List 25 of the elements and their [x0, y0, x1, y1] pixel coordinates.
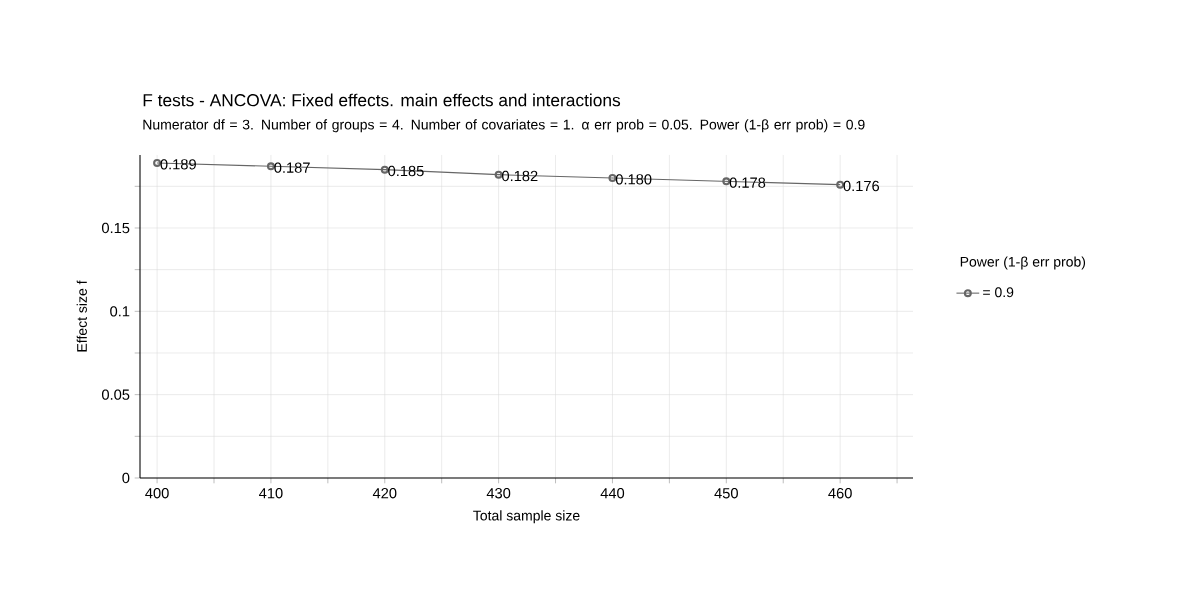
y-tick-label: 0 [122, 472, 130, 484]
data-label: 0.189 [160, 159, 196, 170]
point [608, 173, 617, 182]
x-axis-title: Total sample size [473, 510, 580, 524]
chart-title: F tests - ANCOVA: Fixed effects. main effects and interactions [143, 93, 621, 107]
chart-subtitle: Numerator df = 3. Number of groups = 4. Number of covariates = 1. α err prob = 0.05. Power (1-β err prob) = 0.9 [143, 119, 865, 133]
data-label: 0.182 [502, 170, 538, 182]
x-tick-label: 400 [145, 488, 169, 499]
x-tick-label: 420 [372, 488, 397, 499]
x-tick-label: 450 [714, 488, 738, 499]
data-label: 0.176 [843, 180, 880, 192]
legend-label: = 0.9 [983, 287, 1014, 298]
x-tick-label: 410 [259, 488, 283, 499]
x-tick-label: 460 [828, 488, 852, 499]
data-label: 0.178 [729, 177, 766, 188]
x-tick-label: 440 [600, 488, 625, 499]
legend-title: Power (1-β err prob) [960, 256, 1086, 270]
data-label: 0.185 [388, 165, 424, 177]
data-label: 0.180 [615, 174, 652, 185]
y-tick-label: 0.05 [101, 389, 130, 400]
y-axis-title: Effect size f [76, 280, 87, 352]
x-tick-label: 430 [486, 488, 511, 499]
y-tick-label: 0.15 [101, 222, 130, 234]
y-tick-label: 0.1 [110, 306, 130, 317]
data-label: 0.187 [274, 162, 310, 173]
